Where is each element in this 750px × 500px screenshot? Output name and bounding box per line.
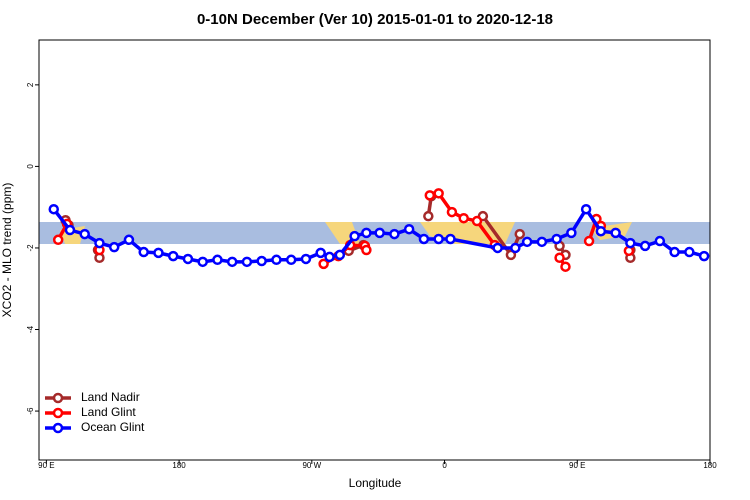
point [182,253,194,265]
point [79,228,90,240]
point [669,246,680,258]
x-tick-label: 180 [172,461,186,470]
point [625,237,636,249]
y-tick-label: 2 [26,82,35,87]
point [684,246,695,258]
point [48,203,59,215]
y-tick-label: 0 [26,164,35,169]
point [424,190,436,201]
legend-marker [52,392,64,404]
point [554,252,565,263]
y-tick-label: -4 [26,325,35,333]
point [94,237,105,249]
point [639,240,651,252]
point [324,251,335,263]
point [197,256,208,268]
x-axis-label: Longitude [349,476,402,490]
y-axis-label: XCO2 - MLO trend (ppm) [0,183,14,318]
point [654,235,666,247]
point [212,254,223,266]
point [580,203,592,215]
point [698,250,710,262]
y-tick-label: -6 [26,407,35,415]
point [521,236,533,248]
point [64,224,76,236]
point [271,254,282,266]
point [300,253,312,265]
point [285,254,297,266]
point [52,234,64,246]
y-tick-label: -2 [26,244,35,252]
point [458,212,469,224]
point [514,228,526,240]
point [433,233,444,245]
point [153,247,164,259]
point [445,233,456,245]
plot-frame [38,39,711,461]
point [492,242,503,254]
point [315,247,326,259]
point [318,258,329,270]
point [610,227,621,239]
legend-marker [52,407,64,419]
point [510,242,521,254]
point [108,241,120,253]
x-tick-label: 90 E [38,461,54,470]
point [403,223,415,235]
x-tick-label: 90 W [302,461,321,470]
point [560,261,571,272]
point [361,244,372,256]
point [551,233,562,245]
legend-label: Ocean Glint [81,420,145,434]
point [226,256,238,268]
point [167,250,179,262]
legend-marker [52,422,64,434]
point [123,234,135,246]
point [361,227,372,239]
point [418,233,430,245]
point [138,246,149,258]
point [374,227,385,239]
point [334,249,346,261]
point [471,215,483,227]
point [389,228,400,240]
point [241,256,253,268]
point [423,210,434,222]
legend-label: Land Glint [81,405,136,419]
x-tick-label: 90 E [569,461,585,470]
point [505,249,517,261]
point [433,188,444,199]
legend-label: Land Nadir [81,390,140,404]
point [256,255,267,267]
point [446,206,458,218]
x-tick-label: 180 [703,461,717,470]
point [536,236,548,248]
point [349,230,360,242]
point [595,225,607,237]
point [566,227,577,239]
chart-title: 0-10N December (Ver 10) 2015-01-01 to 20… [197,11,553,28]
x-tick-label: 0 [442,461,447,470]
point [583,235,595,247]
